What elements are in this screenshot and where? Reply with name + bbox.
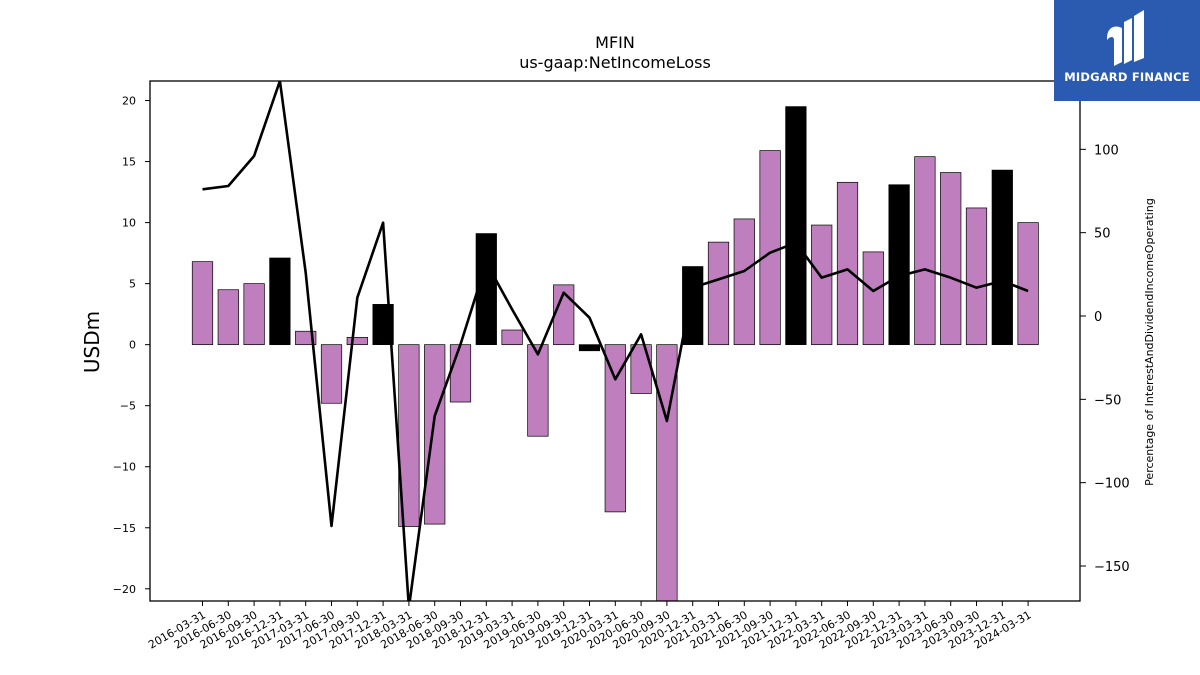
y2-tick-label: −50 xyxy=(1094,393,1121,408)
bar xyxy=(1017,222,1039,346)
bar xyxy=(862,251,884,346)
y2-tick-label: 0 xyxy=(1094,310,1102,325)
y-tick-label: 15 xyxy=(122,156,136,169)
y2-tick-label: 100 xyxy=(1094,143,1119,158)
bar xyxy=(269,257,291,346)
y2-tick-label: −150 xyxy=(1094,560,1130,575)
y-tick-label: −10 xyxy=(113,461,136,474)
logo-mark-icon xyxy=(1107,10,1144,66)
y-tick-label: −20 xyxy=(113,583,136,596)
midgard-finance-logo: MIDGARD FINANCE xyxy=(1054,0,1200,101)
y-tick-label: 10 xyxy=(122,217,136,230)
bar xyxy=(320,344,343,404)
bar xyxy=(449,344,472,403)
y-tick-label: 20 xyxy=(122,95,136,108)
bar xyxy=(501,329,523,346)
plot-area: −20−15−10−505101520−150−100−500501002016… xyxy=(113,80,1130,652)
bar xyxy=(604,344,626,513)
bar xyxy=(991,169,1013,346)
bar xyxy=(217,289,239,346)
y-tick-label: −5 xyxy=(120,400,136,413)
chart-subtitle: us-gaap:NetIncomeLoss xyxy=(519,53,711,72)
bar xyxy=(811,224,833,346)
y2-axis-label: Percentage of InterestAndDividendIncomeO… xyxy=(1143,198,1156,486)
y2-tick-label: 50 xyxy=(1094,227,1111,242)
logo-text: MIDGARD FINANCE xyxy=(1064,70,1190,84)
bar xyxy=(914,156,936,346)
bar xyxy=(424,344,446,525)
bar xyxy=(707,241,730,346)
y-axis-label: USDm xyxy=(80,311,104,373)
bar xyxy=(940,172,962,346)
bar xyxy=(243,283,265,346)
bar xyxy=(475,233,497,346)
bar xyxy=(527,344,549,437)
bars-group xyxy=(191,106,1039,601)
bar xyxy=(191,261,214,346)
y-tick-label: −15 xyxy=(113,522,136,535)
y2-tick-label: −100 xyxy=(1094,477,1130,492)
bar xyxy=(836,181,859,346)
bar xyxy=(630,344,652,394)
bar xyxy=(656,344,678,601)
bar xyxy=(965,207,988,346)
bar xyxy=(578,344,601,352)
y-tick-label: 0 xyxy=(129,339,136,352)
bar xyxy=(682,266,704,346)
bar xyxy=(733,218,755,346)
bar xyxy=(759,150,781,346)
bar xyxy=(785,106,807,346)
y-tick-label: 5 xyxy=(129,278,136,291)
chart-title: MFIN xyxy=(595,33,635,52)
ratio-line xyxy=(202,81,1029,601)
bar xyxy=(346,336,368,346)
bar xyxy=(888,184,910,346)
